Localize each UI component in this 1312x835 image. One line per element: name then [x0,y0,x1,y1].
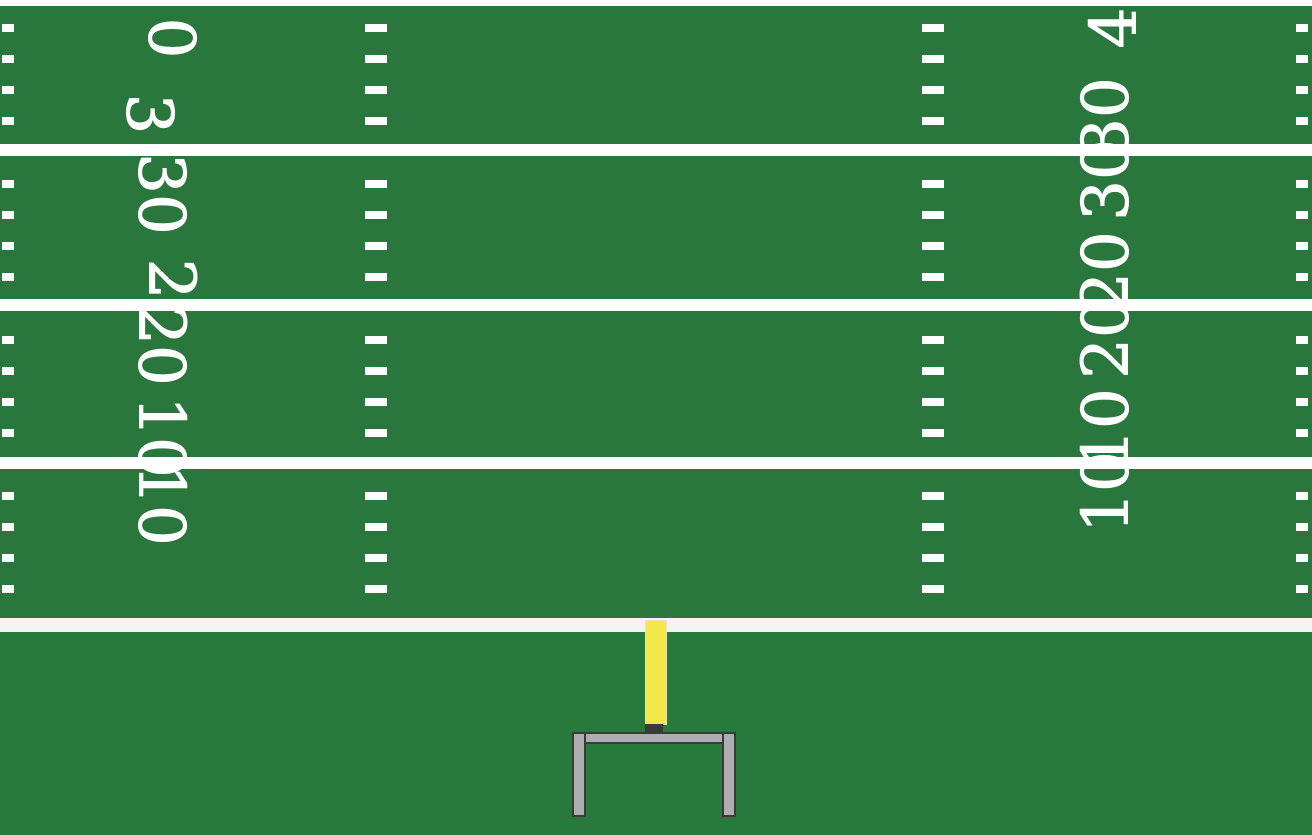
yard-number-left-20a: 2 [133,258,208,300]
yard-number-right-30b: 30 [1069,139,1144,221]
hash-mark [365,554,387,562]
hash-mark [1296,24,1308,32]
hash-mark [1296,55,1308,63]
hash-mark [922,492,944,500]
hash-mark [2,117,14,125]
yard-number-left-0: 0 [133,17,208,59]
hash-mark [922,180,944,188]
hash-mark [2,180,14,188]
hash-mark [922,86,944,94]
hash-mark [2,242,14,250]
hash-mark [2,492,14,500]
hash-mark [365,367,387,375]
hash-mark [2,273,14,281]
goalpost-base [645,724,663,734]
sideline-marks-right [1296,0,1308,620]
hash-mark [365,492,387,500]
hash-mark [922,398,944,406]
hash-mark [2,24,14,32]
hash-mark [1296,523,1308,531]
goalpost-frame [572,724,736,817]
hash-mark [2,86,14,94]
hash-mark [922,523,944,531]
hash-mark [1296,86,1308,94]
hash-mark [922,429,944,437]
hash-mark [1296,492,1308,500]
hash-mark [1296,554,1308,562]
hash-marks-left [365,0,387,620]
hash-mark [365,273,387,281]
goalpost-crossbar [572,732,736,744]
yard-number-left-30a: 3 [111,93,186,135]
hash-mark [2,336,14,344]
hash-mark [365,211,387,219]
hash-mark [365,180,387,188]
hash-mark [2,367,14,375]
hash-mark [2,55,14,63]
hash-mark [365,336,387,344]
goalpost-upright [645,620,667,725]
hash-mark [365,117,387,125]
hash-mark [1296,180,1308,188]
yard-number-right-10b: 10 [1069,451,1144,533]
hash-mark [365,523,387,531]
hash-mark [365,24,387,32]
hash-mark [922,211,944,219]
hash-mark [1296,585,1308,593]
hash-mark [1296,211,1308,219]
goalpost-left-upright [572,732,586,817]
hash-mark [365,429,387,437]
hash-mark [1296,242,1308,250]
hash-mark [922,242,944,250]
hash-mark [2,585,14,593]
hash-mark [2,523,14,531]
hash-mark [1296,429,1308,437]
hash-mark [365,86,387,94]
hash-mark [2,398,14,406]
hash-mark [922,554,944,562]
hash-mark [365,242,387,250]
hash-marks-right [922,0,944,620]
hash-mark [1296,398,1308,406]
hash-mark [922,367,944,375]
yard-number-left-10b: 10 [123,464,198,546]
hash-mark [922,24,944,32]
hash-mark [1296,336,1308,344]
hash-mark [365,55,387,63]
hash-mark [922,273,944,281]
yard-line-30 [0,144,1312,156]
sideline-marks-left [2,0,14,620]
hash-mark [922,336,944,344]
hash-mark [922,117,944,125]
yard-line-20 [0,299,1312,311]
hash-mark [2,211,14,219]
hash-mark [365,585,387,593]
yard-number-left-30b: 30 [123,153,198,235]
hash-mark [1296,273,1308,281]
hash-mark [922,585,944,593]
hash-mark [1296,367,1308,375]
hash-mark [922,55,944,63]
yard-number-right-20b: 20 [1069,297,1144,379]
hash-mark [365,398,387,406]
yard-line-top [0,0,1312,6]
yard-number-right-40: 4 [1077,7,1152,49]
hash-mark [2,429,14,437]
hash-mark [1296,117,1308,125]
hash-mark [2,554,14,562]
yard-line-10 [0,457,1312,469]
goalpost-right-upright [722,732,736,817]
yard-number-left-20b: 20 [123,304,198,386]
